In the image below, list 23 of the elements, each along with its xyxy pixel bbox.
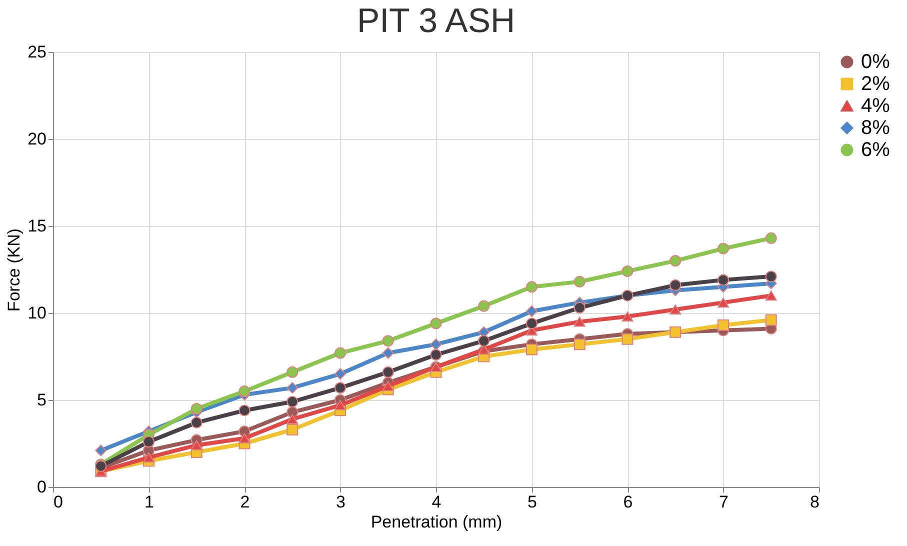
legend-label: 6% <box>861 139 890 161</box>
y-tick-label: 25 <box>28 42 46 62</box>
chart-title: PIT 3 ASH <box>356 2 516 40</box>
y-tick-label: 0 <box>37 478 46 496</box>
y-tick-label: 15 <box>28 216 46 236</box>
x-tick-label: 2 <box>240 492 250 512</box>
legend-label: 0% <box>861 51 890 73</box>
x-tick-label: 3 <box>336 492 346 512</box>
y-tick-label: 20 <box>28 130 46 148</box>
x-tick-label: 7 <box>719 492 728 512</box>
x-tick-label: 6 <box>623 492 633 512</box>
x-tick-label: 1 <box>144 492 154 512</box>
y-tick-label: 5 <box>37 390 46 410</box>
x-tick-label: 5 <box>528 492 537 512</box>
legend-label: 2% <box>861 73 890 95</box>
x-tick-label: 0 <box>54 492 63 512</box>
y-axis-title: Force (KN) <box>4 228 24 312</box>
x-tick-label: 8 <box>810 492 820 512</box>
y-tick-label: 10 <box>28 304 46 322</box>
x-axis-title: Penetration (mm) <box>370 512 502 532</box>
x-tick-label: 4 <box>432 492 442 512</box>
legend-label: 8% <box>861 117 890 139</box>
legend-label: 4% <box>861 95 890 117</box>
